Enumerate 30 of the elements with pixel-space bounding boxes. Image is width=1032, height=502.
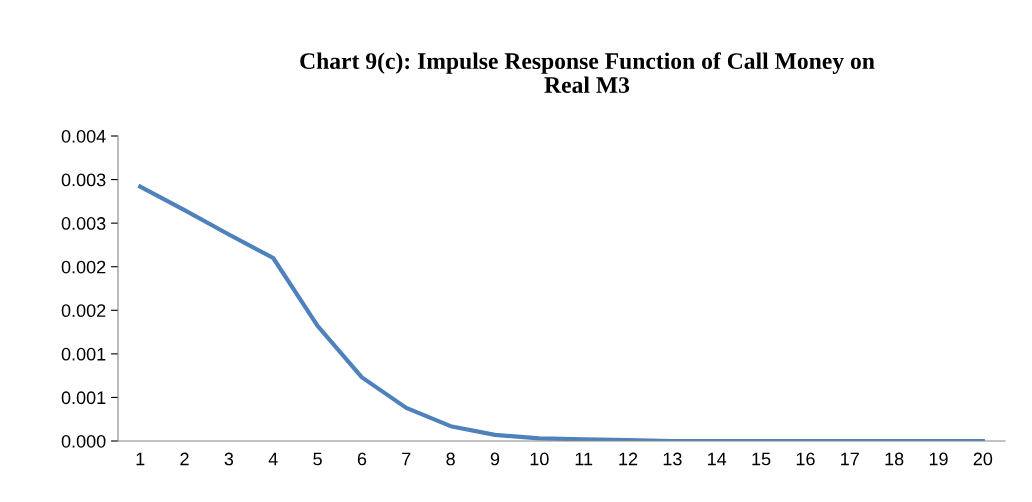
- x-tick-label: 4: [268, 452, 278, 466]
- y-tick-label: 0.003: [61, 173, 106, 187]
- x-tick-label: 18: [885, 452, 904, 466]
- y-tick-label: 0.004: [61, 129, 106, 143]
- y-tick-label: 0.001: [61, 347, 106, 361]
- line-series: [138, 184, 985, 441]
- x-tick-label: 9: [490, 452, 500, 466]
- y-tick-label: 0.003: [61, 217, 106, 230]
- x-tick-label: 11: [575, 452, 593, 466]
- y-tick-label: 0.000: [61, 434, 106, 448]
- y-tick-label: 0.001: [61, 391, 106, 405]
- x-tick-label: 8: [446, 452, 455, 466]
- x-tick-label: 17: [841, 452, 859, 466]
- x-tick-label: 19: [929, 452, 948, 466]
- x-tick-label: 7: [402, 452, 411, 466]
- x-tick-label: 15: [752, 452, 771, 466]
- x-tick-label: 2: [180, 452, 189, 466]
- x-tick-label: 6: [357, 452, 367, 466]
- x-tick-label: 1: [136, 452, 145, 466]
- x-tick-label: 13: [663, 452, 682, 466]
- x-tick-label: 5: [313, 452, 322, 466]
- chart-title: Chart 9(c): Impulse Response Function of Call Money on Real M3: [300, 52, 875, 93]
- x-tick-label: 14: [708, 452, 727, 466]
- x-tick-label: 12: [619, 452, 638, 466]
- x-tick-label: 20: [973, 452, 993, 466]
- x-tick-label: 10: [530, 452, 549, 466]
- y-tick-label: 0.002: [61, 260, 106, 274]
- x-tick-label: 3: [224, 452, 234, 466]
- y-tick-label: 0.002: [61, 304, 106, 318]
- x-tick-label: 16: [796, 452, 815, 466]
